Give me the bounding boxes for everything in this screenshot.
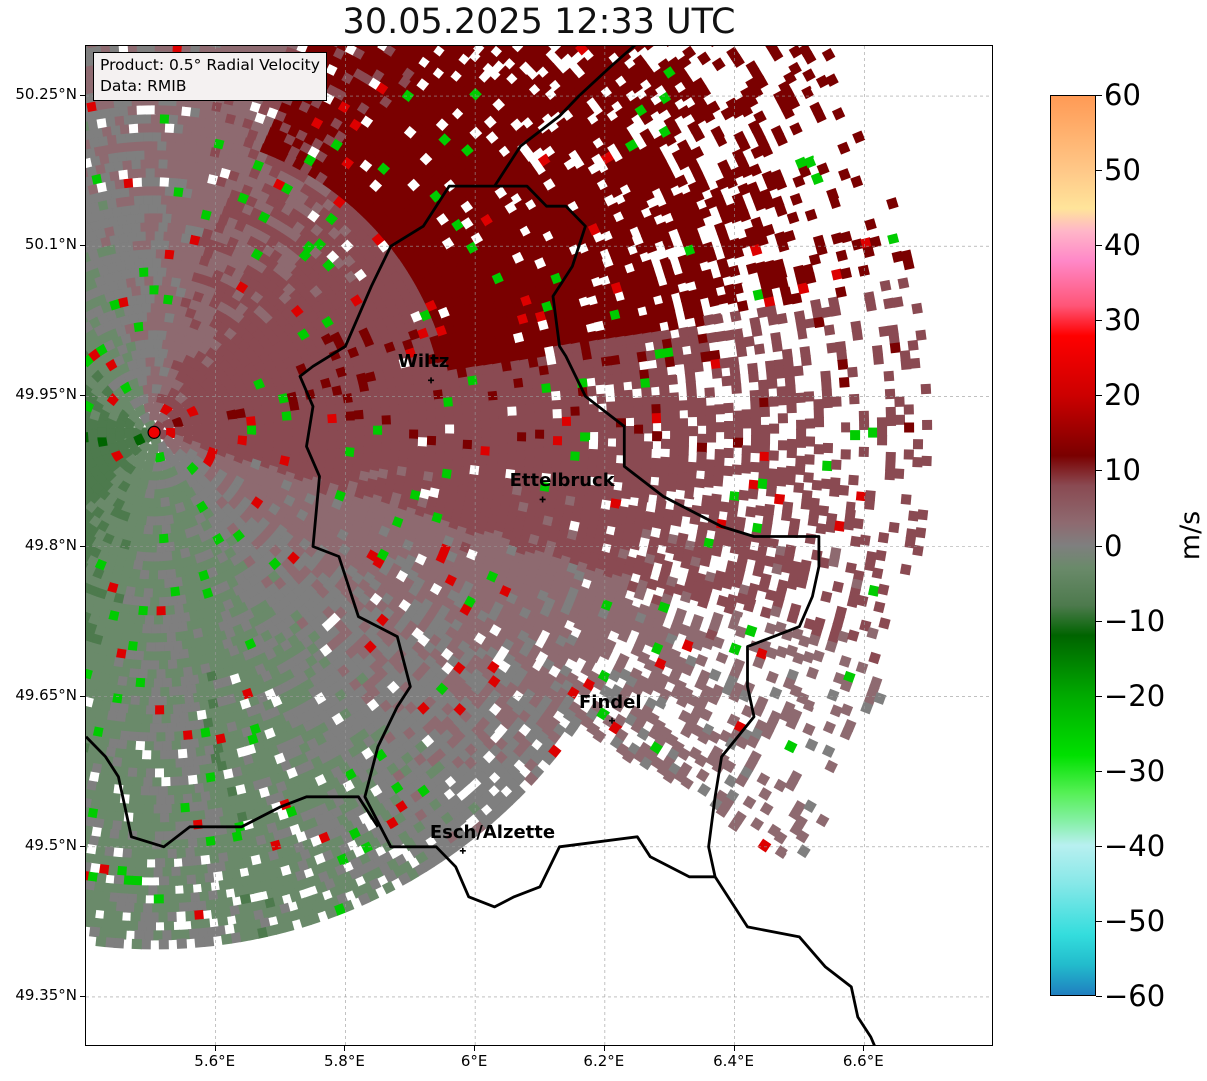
lon-tick-label: 5.6°E	[194, 1052, 236, 1070]
lon-tick-mark	[733, 1046, 735, 1051]
lon-tick-mark	[863, 1046, 865, 1051]
colorbar-tick-label: 10	[1104, 453, 1141, 488]
lat-tick-label: 50.25°N	[15, 85, 77, 104]
city-marker	[608, 717, 615, 724]
lat-tick-label: 49.65°N	[15, 685, 77, 704]
lat-tick-label: 49.95°N	[15, 385, 77, 404]
colorbar-tick-label: 40	[1104, 228, 1141, 263]
lat-tick-mark	[80, 845, 85, 847]
lat-tick-mark	[80, 395, 85, 397]
colorbar-tick-mark	[1096, 695, 1102, 697]
colorbar-tick-label: −20	[1104, 678, 1166, 713]
colorbar-tick-label: 60	[1104, 78, 1141, 112]
colorbar-tick-label: −30	[1104, 753, 1166, 788]
radar-site-marker	[147, 425, 161, 439]
lat-tick-label: 49.8°N	[24, 535, 77, 554]
lat-tick-mark	[80, 95, 85, 97]
colorbar-tick-label: −60	[1104, 979, 1166, 1013]
lon-tick-label: 6.4°E	[713, 1052, 754, 1070]
border-belgium_france	[86, 735, 380, 849]
colorbar-tick-label: −50	[1104, 903, 1166, 938]
product-label: Product: 0.5° Radial Velocity	[100, 56, 320, 74]
lat-tick-mark	[80, 545, 85, 547]
lon-tick-label: 5.8°E	[324, 1052, 365, 1070]
lat-tick-label: 49.5°N	[24, 835, 77, 854]
city-label: Wiltz	[398, 351, 450, 373]
lon-tick-mark	[214, 1046, 216, 1051]
colorbar-tick-label: −10	[1104, 603, 1166, 638]
radar-map[interactable]	[85, 45, 993, 1046]
lat-tick-mark	[80, 695, 85, 697]
colorbar-tick-mark	[1096, 996, 1102, 997]
colorbar-tick-mark	[1096, 620, 1102, 622]
city-marker	[459, 847, 466, 854]
lon-tick-label: 6°E	[460, 1052, 488, 1070]
colorbar	[1050, 95, 1096, 996]
velocity-field	[86, 46, 933, 950]
lon-tick-label: 6.6°E	[842, 1052, 884, 1070]
colorbar-unit-label: m/s	[1175, 510, 1207, 561]
colorbar-tick-mark	[1096, 845, 1102, 847]
city-marker	[539, 496, 546, 503]
colorbar-tick-label: 20	[1104, 378, 1141, 413]
product-info-box: Product: 0.5° Radial Velocity Data: RMIB	[93, 52, 327, 101]
border-moselle	[713, 876, 876, 1045]
lat-tick-mark	[80, 245, 85, 247]
city-marker	[428, 377, 435, 384]
colorbar-tick-mark	[1096, 95, 1102, 96]
map-title: 30.05.2025 12:33 UTC	[342, 2, 736, 42]
gridlines	[86, 46, 992, 1045]
lon-tick-label: 6.2°E	[583, 1052, 625, 1070]
lat-tick-mark	[80, 995, 85, 997]
colorbar-tick-label: −40	[1104, 828, 1166, 863]
colorbar-tick-mark	[1096, 320, 1102, 322]
colorbar-tick-mark	[1096, 470, 1102, 472]
city-label: Findel	[578, 691, 642, 713]
city-label: Esch/Alzette	[429, 821, 556, 843]
data-source-label: Data: RMIB	[100, 77, 187, 95]
colorbar-tick-mark	[1096, 395, 1102, 397]
border-germany_east	[493, 46, 637, 187]
city-label: Ettelbruck	[509, 470, 615, 492]
lat-tick-label: 49.35°N	[15, 985, 77, 1004]
colorbar-tick-label: 0	[1104, 528, 1123, 563]
colorbar-tick-label: 50	[1104, 153, 1141, 188]
lon-tick-mark	[344, 1046, 346, 1051]
border-luxembourg	[298, 184, 821, 909]
lon-tick-mark	[474, 1046, 476, 1051]
lon-tick-mark	[603, 1046, 605, 1051]
colorbar-tick-mark	[1096, 170, 1102, 172]
colorbar-tick-mark	[1096, 245, 1102, 247]
colorbar-tick-mark	[1096, 920, 1102, 922]
colorbar-tick-label: 30	[1104, 303, 1141, 338]
colorbar-tick-mark	[1096, 770, 1102, 772]
colorbar-tick-mark	[1096, 545, 1102, 547]
radar-map-canvas	[86, 46, 992, 1045]
lat-tick-label: 50.1°N	[24, 235, 77, 254]
